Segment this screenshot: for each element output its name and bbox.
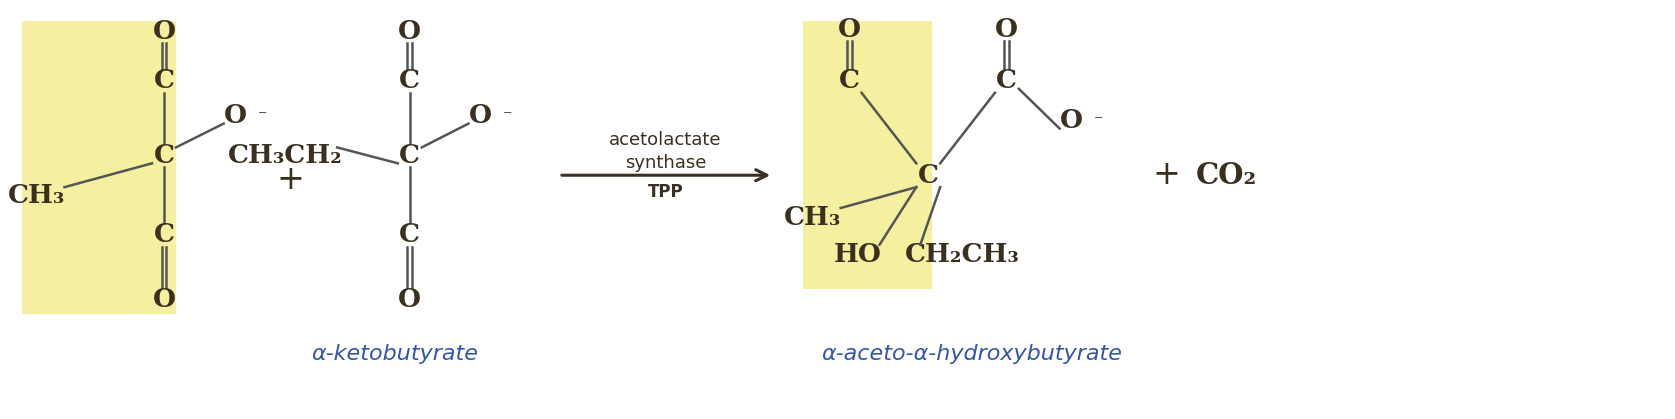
Text: O: O xyxy=(1060,108,1084,133)
Text: CH₃: CH₃ xyxy=(784,205,841,230)
Text: O: O xyxy=(152,19,176,44)
Text: C: C xyxy=(399,68,420,93)
Text: CO₂: CO₂ xyxy=(1196,161,1258,190)
Text: HO: HO xyxy=(834,242,881,267)
Text: C: C xyxy=(918,163,938,188)
Text: ⁻: ⁻ xyxy=(502,108,513,126)
Text: O: O xyxy=(399,287,422,312)
Text: CH₃CH₂: CH₃CH₂ xyxy=(228,143,343,168)
Text: C: C xyxy=(154,143,174,168)
Text: CH₃: CH₃ xyxy=(8,183,65,207)
Text: C: C xyxy=(154,68,174,93)
Text: C: C xyxy=(839,68,861,93)
Text: O: O xyxy=(469,103,492,128)
Bar xyxy=(22,21,176,314)
Text: C: C xyxy=(997,68,1017,93)
Text: α-ketobutyrate: α-ketobutyrate xyxy=(312,344,479,364)
Text: C: C xyxy=(399,143,420,168)
Text: O: O xyxy=(399,19,422,44)
Text: TPP: TPP xyxy=(648,183,683,201)
Text: ⁻: ⁻ xyxy=(1094,113,1102,131)
Text: O: O xyxy=(838,17,861,42)
Text: CH₂CH₃: CH₂CH₃ xyxy=(905,242,1020,267)
Text: α-aceto-α-hydroxybutyrate: α-aceto-α-hydroxybutyrate xyxy=(821,344,1122,364)
Text: C: C xyxy=(399,222,420,247)
Text: acetolactate: acetolactate xyxy=(610,132,722,150)
Text: +: + xyxy=(1152,159,1179,191)
Text: O: O xyxy=(224,103,248,128)
Text: O: O xyxy=(995,17,1018,42)
Text: C: C xyxy=(154,222,174,247)
Bar xyxy=(802,21,933,290)
Text: +: + xyxy=(276,164,305,196)
Text: synthase: synthase xyxy=(625,154,707,172)
Text: ⁻: ⁻ xyxy=(258,108,266,126)
Text: O: O xyxy=(152,287,176,312)
